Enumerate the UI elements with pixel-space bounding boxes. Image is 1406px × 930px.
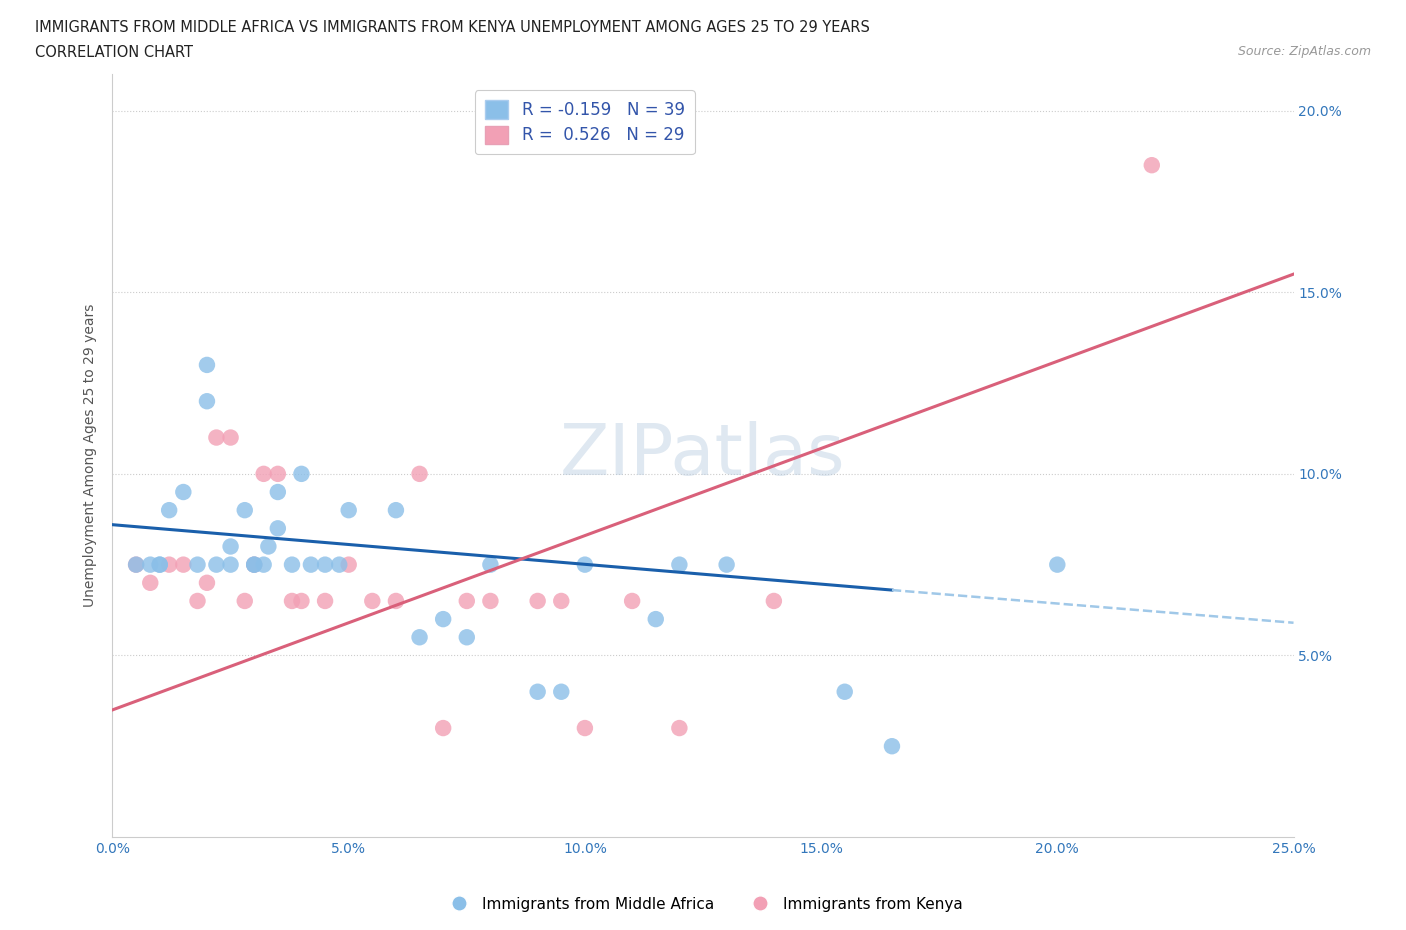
Point: [253, 467, 276, 482]
Point: [432, 612, 454, 627]
Point: [716, 557, 738, 572]
Point: [186, 557, 208, 572]
Point: [219, 557, 242, 572]
Text: CORRELATION CHART: CORRELATION CHART: [35, 45, 193, 60]
Point: [219, 539, 242, 554]
Point: [880, 738, 903, 753]
Point: [385, 593, 408, 608]
Text: IMMIGRANTS FROM MIDDLE AFRICA VS IMMIGRANTS FROM KENYA UNEMPLOYMENT AMONG AGES 2: IMMIGRANTS FROM MIDDLE AFRICA VS IMMIGRA…: [35, 20, 870, 35]
Point: [253, 557, 276, 572]
Point: [668, 557, 690, 572]
Text: Source: ZipAtlas.com: Source: ZipAtlas.com: [1237, 45, 1371, 58]
Point: [550, 593, 572, 608]
Point: [243, 557, 266, 572]
Point: [644, 612, 666, 627]
Point: [243, 557, 266, 572]
Point: [157, 503, 180, 518]
Text: ZIPatlas: ZIPatlas: [560, 421, 846, 490]
Point: [314, 593, 336, 608]
Point: [361, 593, 384, 608]
Point: [257, 539, 280, 554]
Point: [550, 684, 572, 699]
Point: [337, 557, 360, 572]
Point: [243, 557, 266, 572]
Point: [172, 485, 194, 499]
Point: [149, 557, 172, 572]
Point: [149, 557, 172, 572]
Point: [267, 521, 290, 536]
Point: [668, 721, 690, 736]
Point: [125, 557, 148, 572]
Point: [125, 557, 148, 572]
Point: [267, 485, 290, 499]
Point: [479, 557, 502, 572]
Point: [139, 576, 162, 591]
Point: [281, 593, 304, 608]
Point: [479, 593, 502, 608]
Point: [762, 593, 785, 608]
Point: [574, 557, 596, 572]
Point: [385, 503, 408, 518]
Point: [233, 503, 256, 518]
Point: [267, 467, 290, 482]
Point: [834, 684, 856, 699]
Point: [290, 593, 312, 608]
Point: [337, 503, 360, 518]
Point: [574, 721, 596, 736]
Point: [233, 593, 256, 608]
Point: [172, 557, 194, 572]
Point: [408, 467, 430, 482]
Point: [526, 684, 548, 699]
Point: [1046, 557, 1069, 572]
Point: [456, 630, 478, 644]
Point: [408, 630, 430, 644]
Point: [195, 357, 218, 372]
Point: [157, 557, 180, 572]
Legend: R = -0.159   N = 39, R =  0.526   N = 29: R = -0.159 N = 39, R = 0.526 N = 29: [475, 90, 695, 154]
Point: [186, 593, 208, 608]
Point: [290, 467, 312, 482]
Point: [456, 593, 478, 608]
Legend: Immigrants from Middle Africa, Immigrants from Kenya: Immigrants from Middle Africa, Immigrant…: [437, 891, 969, 918]
Point: [1140, 158, 1163, 173]
Point: [432, 721, 454, 736]
Point: [205, 557, 228, 572]
Point: [621, 593, 644, 608]
Point: [299, 557, 322, 572]
Point: [281, 557, 304, 572]
Point: [526, 593, 548, 608]
Y-axis label: Unemployment Among Ages 25 to 29 years: Unemployment Among Ages 25 to 29 years: [83, 304, 97, 607]
Point: [314, 557, 336, 572]
Point: [328, 557, 350, 572]
Point: [139, 557, 162, 572]
Point: [195, 576, 218, 591]
Point: [195, 393, 218, 408]
Point: [219, 430, 242, 445]
Point: [205, 430, 228, 445]
